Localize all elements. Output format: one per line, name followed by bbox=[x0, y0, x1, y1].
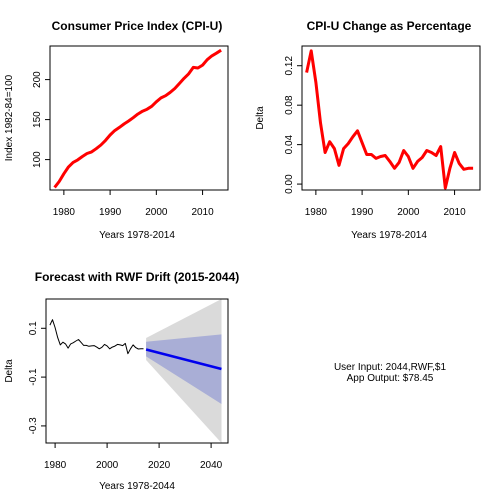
cpi-change-x-tick-label: 2010 bbox=[443, 207, 466, 218]
app-output-text: App Output: $78.45 bbox=[346, 373, 434, 384]
cpi-index-y-tick-label: 200 bbox=[32, 71, 43, 88]
cpi-index-y-label: Index 1982-84=100 bbox=[4, 74, 15, 161]
forecast-x-tick-label: 2000 bbox=[96, 460, 119, 471]
cpi-index-x-tick-label: 1980 bbox=[53, 207, 76, 218]
cpi-change-y-tick-label: 0.04 bbox=[284, 134, 295, 154]
forecast-x-label: Years 1978-2044 bbox=[99, 481, 175, 492]
cpi-change-y-tick-label: 0.08 bbox=[284, 95, 295, 115]
cpi-change-title: CPI-U Change as Percentage bbox=[307, 19, 472, 33]
cpi-change-x-label: Years 1978-2014 bbox=[351, 230, 427, 241]
forecast-plot-box bbox=[45, 298, 229, 444]
cpi-change-x-tick-label: 1990 bbox=[351, 207, 374, 218]
cpi-index-x-label: Years 1978-2014 bbox=[99, 230, 175, 241]
forecast-panel: Forecast with RWF Drift (2015-2044) 1980… bbox=[4, 270, 239, 492]
cpi-index-y-tick-label: 100 bbox=[32, 151, 43, 168]
forecast-series-line bbox=[145, 348, 222, 371]
cpi-change-x-tick-label: 2000 bbox=[397, 207, 420, 218]
cpi-index-y-tick-label: 150 bbox=[32, 111, 43, 128]
cpi-index-title: Consumer Price Index (CPI-U) bbox=[52, 19, 223, 33]
cpi-index-x-tick-label: 2000 bbox=[145, 207, 168, 218]
cpi-index-x-tick-label: 1990 bbox=[99, 207, 122, 218]
forecast-interval-band bbox=[146, 334, 222, 404]
cpi-change-x-tick-label: 1980 bbox=[305, 207, 328, 218]
forecast-series-line bbox=[49, 319, 144, 355]
forecast-x-tick-label: 2040 bbox=[200, 460, 223, 471]
cpi-index-x-tick-label: 2010 bbox=[191, 207, 214, 218]
cpi-change-y-tick-label: 0.12 bbox=[284, 56, 295, 76]
cpi-index-panel: Consumer Price Index (CPI-U) 1980 1990 200… bbox=[4, 19, 229, 241]
forecast-x-tick-label: 2020 bbox=[148, 460, 171, 471]
cpi-change-y-label: Delta bbox=[255, 106, 266, 130]
cpi-change-plot-box bbox=[301, 45, 481, 191]
cpi-index-plot-box bbox=[49, 45, 229, 191]
forecast-y-tick-label: -0.3 bbox=[28, 417, 39, 435]
cpi-change-series-line bbox=[305, 49, 474, 190]
forecast-y-tick-label: 0.1 bbox=[28, 321, 39, 335]
cpi-change-y-tick-label: 0.00 bbox=[284, 174, 295, 194]
result-text: User Input: 2044,RWF,$1 App Output: $78.… bbox=[300, 362, 480, 384]
user-input-text: User Input: 2044,RWF,$1 bbox=[333, 362, 447, 373]
cpi-index-series-line bbox=[53, 48, 222, 189]
forecast-y-label: Delta bbox=[4, 359, 15, 383]
cpi-change-panel: CPI-U Change as Percentage 1980 1990 2000 2… bbox=[255, 19, 481, 241]
forecast-x-tick-label: 1980 bbox=[44, 460, 67, 471]
forecast-y-tick-label: -0.1 bbox=[28, 368, 39, 386]
forecast-title: Forecast with RWF Drift (2015-2044) bbox=[35, 270, 240, 284]
